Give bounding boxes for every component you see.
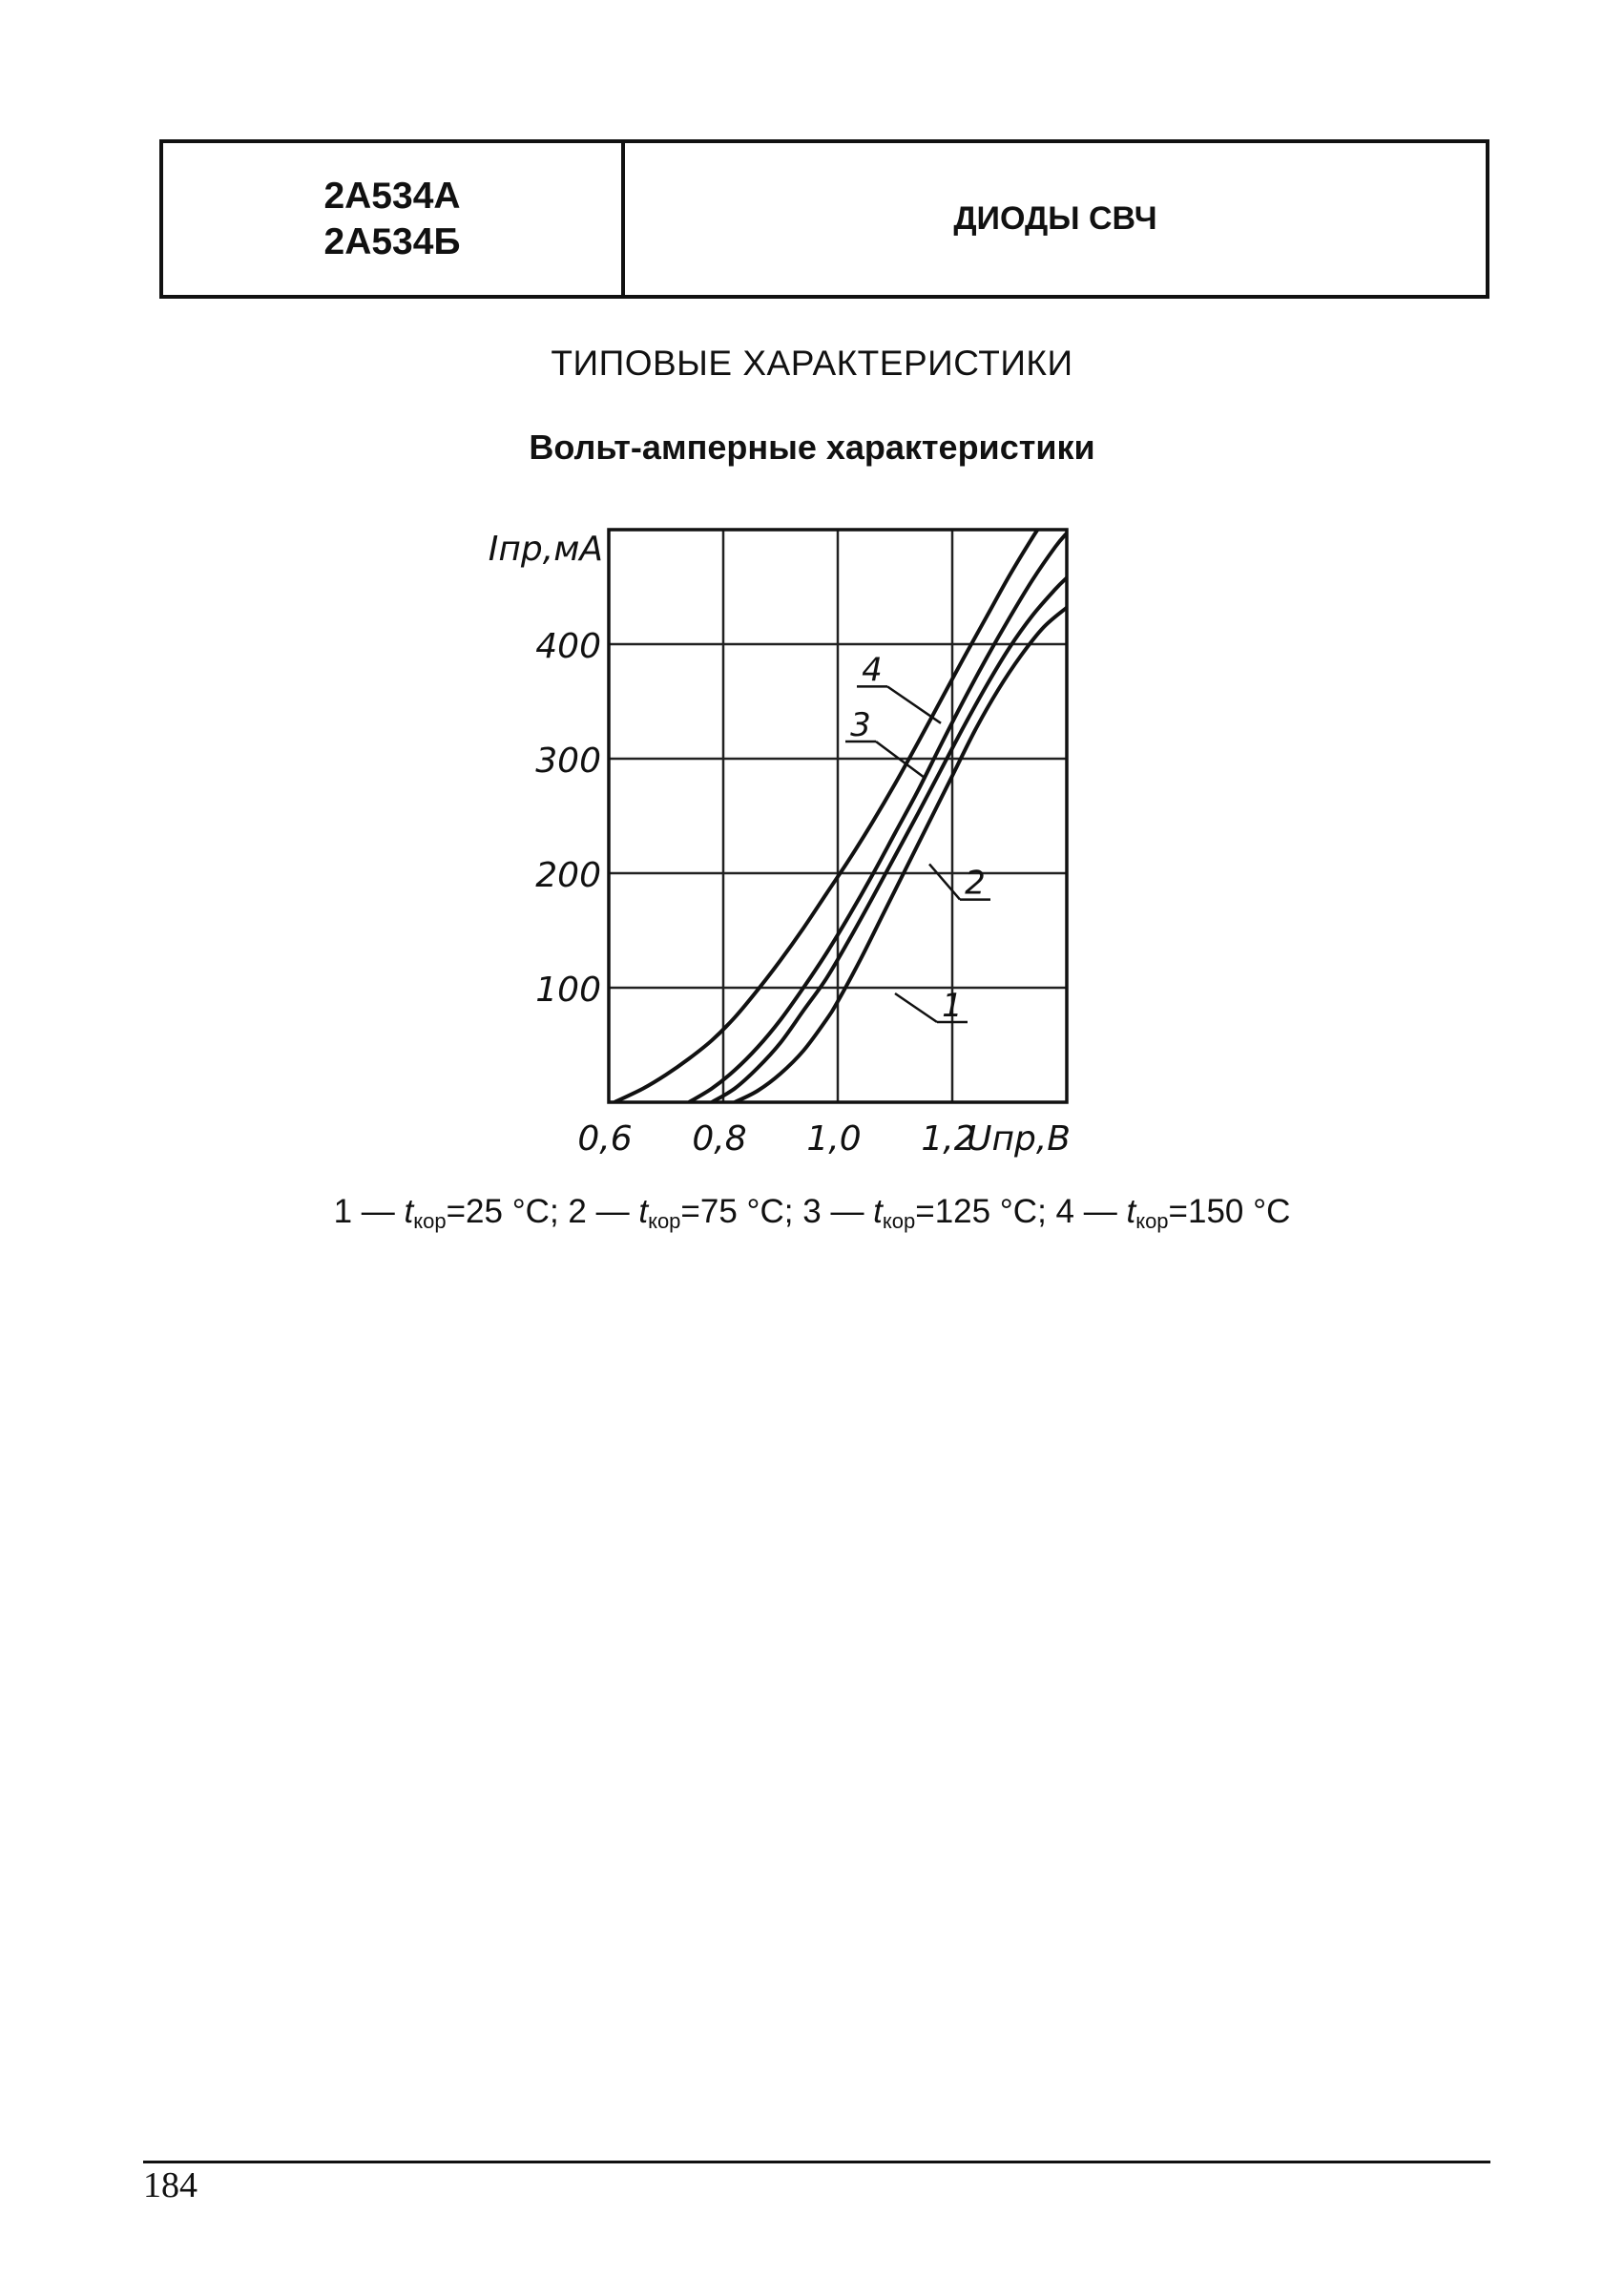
legend-id: 3 (802, 1193, 822, 1230)
legend-t-sub: кор (413, 1209, 447, 1233)
legend-temp: =125 °C (915, 1193, 1038, 1230)
curve-label-3: 3 (850, 706, 871, 744)
section-title: ТИПОВЫЕ ХАРАКТЕРИСТИКИ (551, 344, 1073, 383)
x-tick-label: 1,0 (806, 1119, 861, 1159)
y-tick-label: 100 (535, 971, 601, 1010)
curve-2 (710, 575, 1067, 1102)
legend-separator: ; (1037, 1193, 1056, 1230)
legend-t-symbol: t (873, 1193, 883, 1230)
curve-label-leader (875, 740, 925, 779)
curve-label-leader (928, 863, 961, 901)
legend-t-sub: кор (882, 1209, 916, 1233)
legend-id: 2 (568, 1193, 587, 1230)
legend-dash: — (1074, 1193, 1127, 1230)
legend-t-sub: кор (1135, 1209, 1169, 1233)
legend-t-symbol: t (1126, 1193, 1136, 1230)
curve-1 (734, 606, 1067, 1102)
y-tick-label: 400 (535, 627, 601, 666)
footer-rule (143, 2161, 1490, 2163)
chart-legend: 1 — tкор=25 °C; 2 — tкор=75 °C; 3 — tкор… (0, 1193, 1624, 1234)
x-tick-label: 0,6 (577, 1119, 632, 1159)
legend-dash: — (352, 1193, 405, 1230)
legend-temp: =25 °C (446, 1193, 550, 1230)
y-axis-label: Iпр,мА (489, 530, 603, 569)
legend-dash: — (821, 1193, 874, 1230)
category-title: ДИОДЫ СВЧ (953, 200, 1157, 237)
x-tick-label: 0,8 (692, 1119, 746, 1159)
part-number-cell: 2А534А 2А534Б (163, 143, 625, 295)
curve-4 (614, 530, 1040, 1102)
legend-temp: =75 °C (680, 1193, 784, 1230)
legend-separator: ; (549, 1193, 569, 1230)
plot-frame (607, 528, 1069, 1104)
category-cell: ДИОДЫ СВЧ (625, 143, 1486, 295)
legend-entry-4: 4 — tкор=150 °C (1055, 1193, 1291, 1233)
curve-label-leader (886, 685, 942, 724)
legend-id: 4 (1055, 1193, 1075, 1230)
legend-temp: =150 °C (1168, 1193, 1291, 1230)
legend-t-sub: кор (648, 1209, 681, 1233)
legend-t-symbol: t (638, 1193, 649, 1230)
x-axis-label: Uпр,В (967, 1119, 1071, 1159)
x-tick-label: 1,2 (921, 1119, 975, 1159)
y-tick-label: 200 (535, 856, 601, 895)
legend-id: 1 (333, 1193, 353, 1230)
legend-entry-2: 2 — tкор=75 °C; (568, 1193, 803, 1233)
header-table: 2А534А 2А534Б ДИОДЫ СВЧ (159, 139, 1489, 299)
y-tick-label: 300 (535, 742, 601, 781)
curve-label-1: 1 (942, 987, 963, 1025)
chart-title: Вольт-амперные характеристики (529, 428, 1095, 467)
legend-t-symbol: t (404, 1193, 414, 1230)
legend-entry-1: 1 — tкор=25 °C; (333, 1193, 569, 1233)
part-number-b: 2А534Б (323, 220, 461, 262)
legend-dash: — (586, 1193, 639, 1230)
iv-chart: 0,6 0,8 1,0 1,2 100 200 300 400 Iпр,мА Uпр,В 4 3 2 1 (489, 528, 1071, 1159)
curve-label-4: 4 (862, 651, 883, 689)
page-number: 184 (143, 2165, 198, 2205)
part-number-a: 2А534А (323, 175, 461, 217)
curve-3 (687, 532, 1067, 1102)
legend-separator: ; (783, 1193, 803, 1230)
curve-label-leader (894, 992, 938, 1024)
curve-label-2: 2 (965, 865, 986, 903)
legend-entry-3: 3 — tкор=125 °C; (802, 1193, 1056, 1233)
